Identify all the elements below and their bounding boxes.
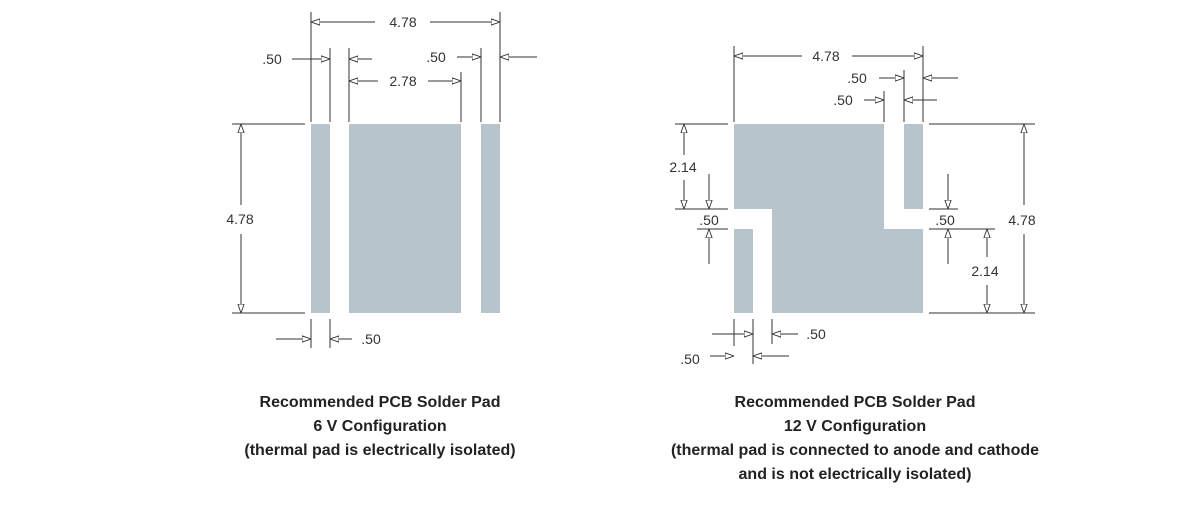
left-caption-title: Recommended PCB Solder Pad xyxy=(259,394,501,411)
center-pad-width-label: 2.78 xyxy=(389,73,416,89)
right-bottom-pad-width-label: .50 xyxy=(680,351,700,367)
right-top-pad xyxy=(904,124,923,209)
right-main-pad xyxy=(734,124,923,313)
right-right-notch-label: .50 xyxy=(935,212,955,228)
right-upper-height-label: 2.14 xyxy=(669,159,696,175)
right-caption-note-line2: and is not electrically isolated) xyxy=(738,466,972,483)
right-top-pad-width-label: .50 xyxy=(833,92,853,108)
right-bottom-gap-label: .50 xyxy=(806,326,826,342)
right-lower-height-label: 2.14 xyxy=(971,263,998,279)
right-caption-note-line1: (thermal pad is connected to anode and c… xyxy=(670,442,1040,459)
left-caption-note: (thermal pad is electrically isolated) xyxy=(244,442,516,459)
right-overall-height-label: 4.78 xyxy=(1008,212,1035,228)
right-bottom-pad xyxy=(734,229,753,313)
left-height-label: 4.78 xyxy=(226,211,253,227)
left-caption-config: 6 V Configuration xyxy=(313,418,447,435)
left-cathode-pad xyxy=(481,124,500,313)
left-thermal-pad xyxy=(349,124,461,313)
right-diagram: 4.78 .50 .50 2.14 .50 .50 4.78 2.14 .50 … xyxy=(669,46,1036,367)
right-left-notch-label: .50 xyxy=(699,212,719,228)
right-top-gap-label: .50 xyxy=(847,70,867,86)
right-pad-width-label: .50 xyxy=(426,49,446,65)
left-anode-pad xyxy=(311,124,330,313)
left-caption: Recommended PCB Solder Pad 6 V Configura… xyxy=(180,391,580,463)
left-pad-width-label: .50 xyxy=(262,51,282,67)
right-caption-config: 12 V Configuration xyxy=(783,418,927,435)
left-overall-width-label: 4.78 xyxy=(389,14,416,30)
left-diagram: 4.78 .50 .50 2.78 4.78 .50 xyxy=(226,12,537,348)
right-caption-title: Recommended PCB Solder Pad xyxy=(734,394,976,411)
right-overall-width-label: 4.78 xyxy=(812,48,839,64)
left-gap-label: .50 xyxy=(361,331,381,347)
right-caption: Recommended PCB Solder Pad 12 V Configur… xyxy=(640,391,1070,487)
